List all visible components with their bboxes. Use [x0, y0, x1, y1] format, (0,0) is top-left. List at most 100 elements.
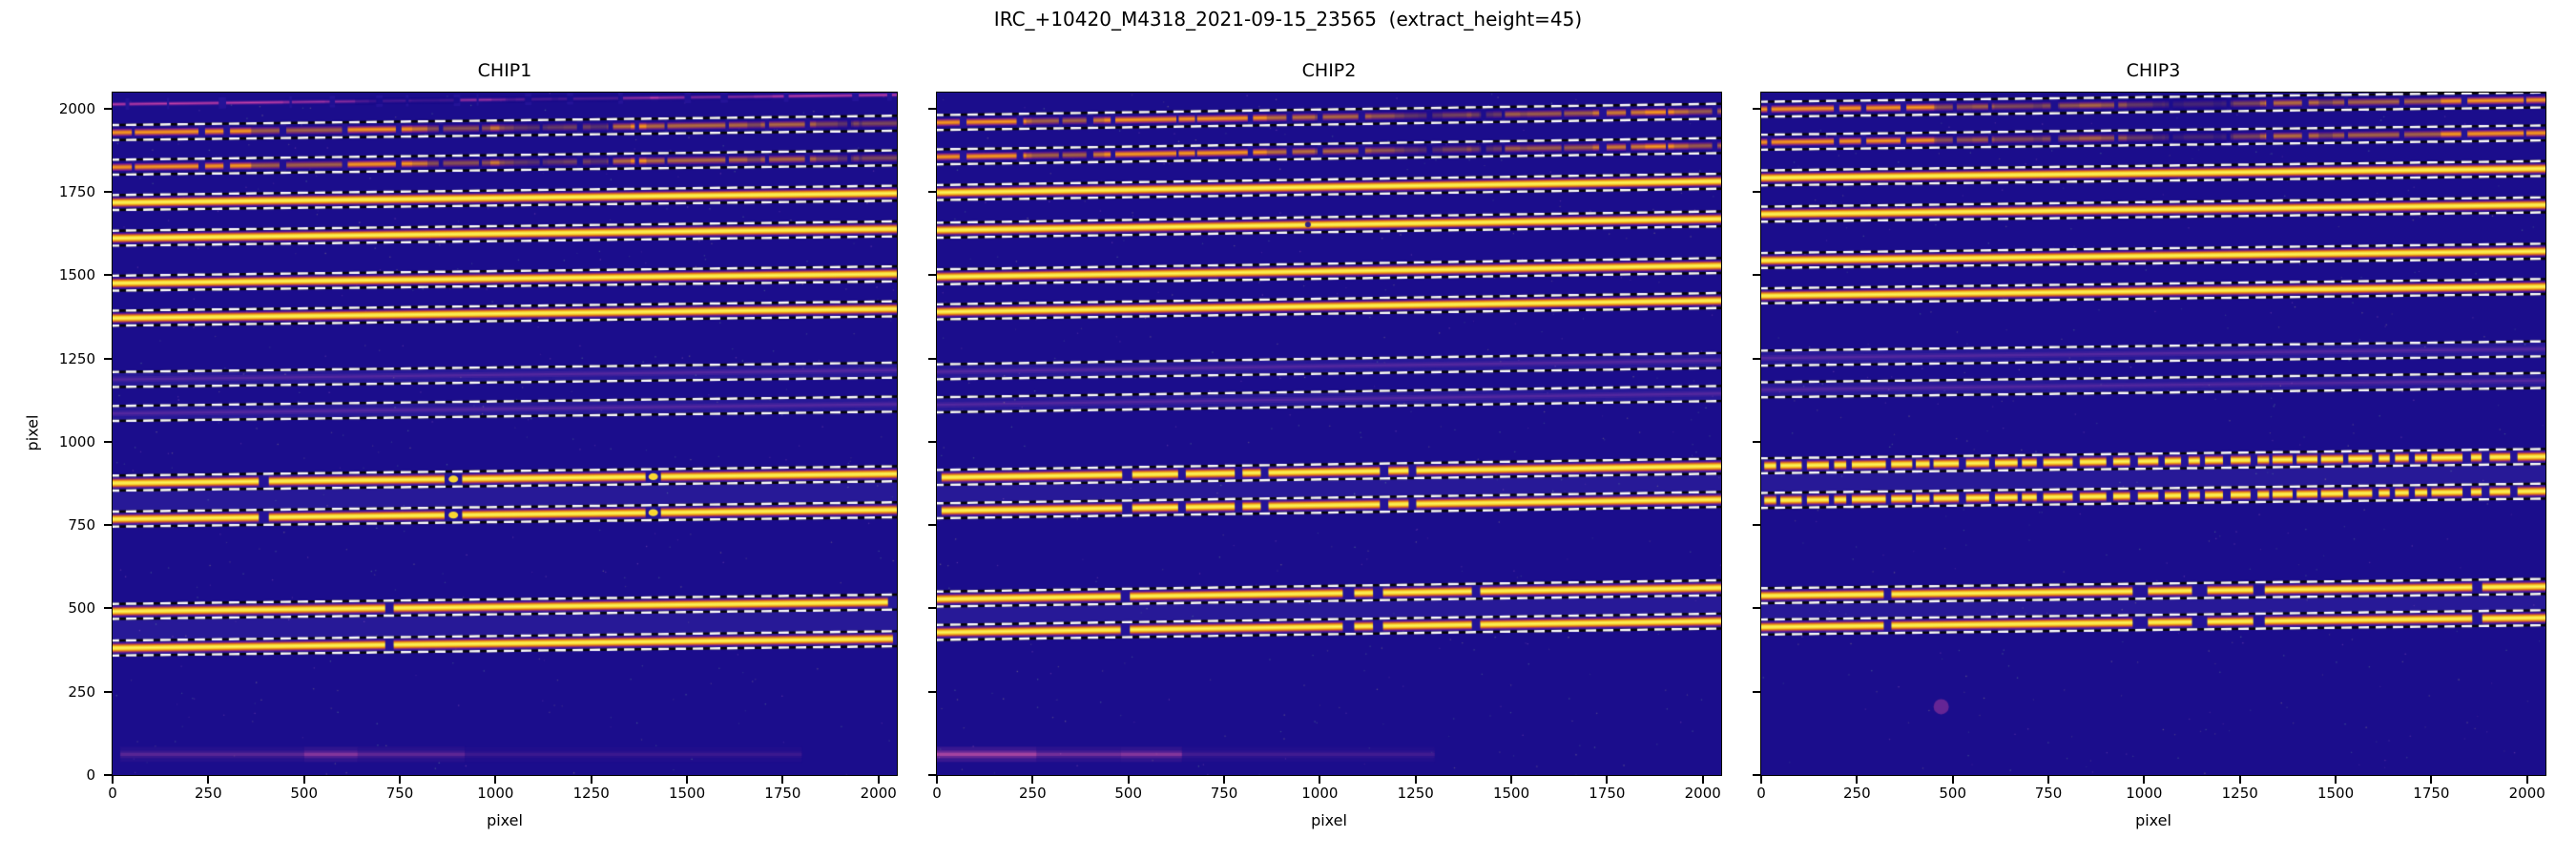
y-tick-mark: [1753, 774, 1760, 776]
x-tick-label: 1000: [2126, 785, 2163, 802]
x-tick-label: 1500: [2316, 785, 2355, 802]
x-tick-mark: [781, 776, 784, 784]
y-tick-label: 750: [68, 516, 95, 534]
y-tick-mark: [928, 524, 936, 527]
y-tick-mark: [104, 690, 112, 693]
x-tick-label: 500: [290, 785, 318, 802]
x-tick-mark: [936, 776, 938, 784]
y-tick-mark: [928, 607, 936, 610]
x-tick-label: 750: [1210, 785, 1238, 802]
x-axis-label-chip2: pixel: [1311, 811, 1347, 829]
x-tick-mark: [1127, 776, 1130, 784]
y-tick-mark: [104, 357, 112, 360]
y-tick-label: 250: [68, 682, 95, 701]
x-tick-mark: [1856, 776, 1859, 784]
x-tick-label: 2000: [1684, 785, 1721, 802]
x-tick-label: 0: [932, 785, 942, 802]
x-tick-label: 1750: [764, 785, 801, 802]
x-tick-mark: [1031, 776, 1034, 784]
x-tick-label: 1250: [1397, 785, 1434, 802]
x-tick-mark: [1319, 776, 1321, 784]
x-tick-label: 0: [1756, 785, 1766, 802]
y-tick-label: 2000: [58, 99, 95, 117]
y-tick-mark: [928, 274, 936, 277]
x-tick-mark: [877, 776, 880, 784]
chip3-image: [1760, 92, 2545, 775]
y-tick-mark: [928, 357, 936, 360]
panel-title-chip1: CHIP1: [477, 60, 532, 81]
x-tick-label: 1000: [1301, 785, 1339, 802]
y-tick-mark: [104, 107, 112, 110]
figure-title: IRC_+10420_M4318_2021-09-15_23565 (extra…: [993, 8, 1583, 31]
x-tick-mark: [399, 776, 402, 784]
x-tick-mark: [1510, 776, 1513, 784]
x-tick-mark: [2335, 776, 2337, 784]
y-tick-label: 1250: [58, 349, 95, 367]
x-tick-label: 750: [385, 785, 414, 802]
y-tick-mark: [104, 524, 112, 527]
x-tick-mark: [112, 776, 114, 784]
x-tick-label: 250: [195, 785, 222, 802]
x-tick-mark: [1701, 776, 1704, 784]
y-tick-mark: [1753, 440, 1760, 443]
x-tick-label: 2000: [2508, 785, 2545, 802]
x-tick-mark: [2047, 776, 2050, 784]
x-tick-label: 500: [1939, 785, 1966, 802]
y-tick-mark: [928, 107, 936, 110]
y-tick-mark: [104, 191, 112, 194]
x-tick-label: 1250: [572, 785, 610, 802]
x-tick-label: 1500: [1492, 785, 1530, 802]
x-tick-mark: [302, 776, 305, 784]
y-tick-label: 1000: [58, 432, 95, 450]
y-tick-mark: [1753, 524, 1760, 527]
y-tick-mark: [104, 274, 112, 277]
x-tick-mark: [1414, 776, 1417, 784]
x-tick-label: 1250: [2221, 785, 2258, 802]
y-tick-mark: [928, 440, 936, 443]
y-tick-label: 0: [86, 766, 95, 784]
x-tick-mark: [2430, 776, 2433, 784]
panel-chip3: [1759, 91, 2546, 776]
x-tick-mark: [1760, 776, 1762, 784]
x-tick-label: 2000: [860, 785, 897, 802]
x-tick-label: 0: [108, 785, 117, 802]
chip1-image: [112, 92, 897, 775]
x-tick-mark: [2525, 776, 2528, 784]
x-tick-mark: [1223, 776, 1226, 784]
y-tick-mark: [1753, 274, 1760, 277]
panel-chip1: [111, 91, 898, 776]
chip2-image: [936, 92, 1721, 775]
panel-chip2: [935, 91, 1722, 776]
y-tick-label: 1500: [58, 266, 95, 284]
x-tick-label: 500: [1114, 785, 1142, 802]
y-tick-mark: [104, 607, 112, 610]
y-tick-mark: [928, 774, 936, 776]
x-tick-mark: [2238, 776, 2241, 784]
x-tick-mark: [494, 776, 497, 784]
x-tick-mark: [1606, 776, 1609, 784]
x-tick-label: 1000: [477, 785, 514, 802]
x-tick-label: 250: [1019, 785, 1047, 802]
x-tick-mark: [1951, 776, 1954, 784]
x-tick-label: 750: [2034, 785, 2063, 802]
y-tick-label: 500: [68, 599, 95, 618]
x-tick-mark: [686, 776, 689, 784]
x-axis-label-chip3: pixel: [2135, 811, 2171, 829]
y-tick-label: 1750: [58, 183, 95, 201]
x-tick-label: 1750: [1589, 785, 1626, 802]
x-tick-label: 250: [1843, 785, 1871, 802]
panel-title-chip3: CHIP3: [2126, 60, 2181, 81]
panel-title-chip2: CHIP2: [1301, 60, 1357, 81]
y-tick-mark: [104, 774, 112, 776]
x-tick-mark: [207, 776, 210, 784]
x-tick-label: 1500: [668, 785, 706, 802]
y-tick-mark: [104, 440, 112, 443]
x-tick-label: 1750: [2413, 785, 2450, 802]
x-tick-mark: [590, 776, 592, 784]
y-tick-mark: [1753, 191, 1760, 194]
y-tick-mark: [1753, 107, 1760, 110]
y-tick-mark: [1753, 357, 1760, 360]
y-tick-mark: [928, 191, 936, 194]
y-tick-mark: [928, 690, 936, 693]
